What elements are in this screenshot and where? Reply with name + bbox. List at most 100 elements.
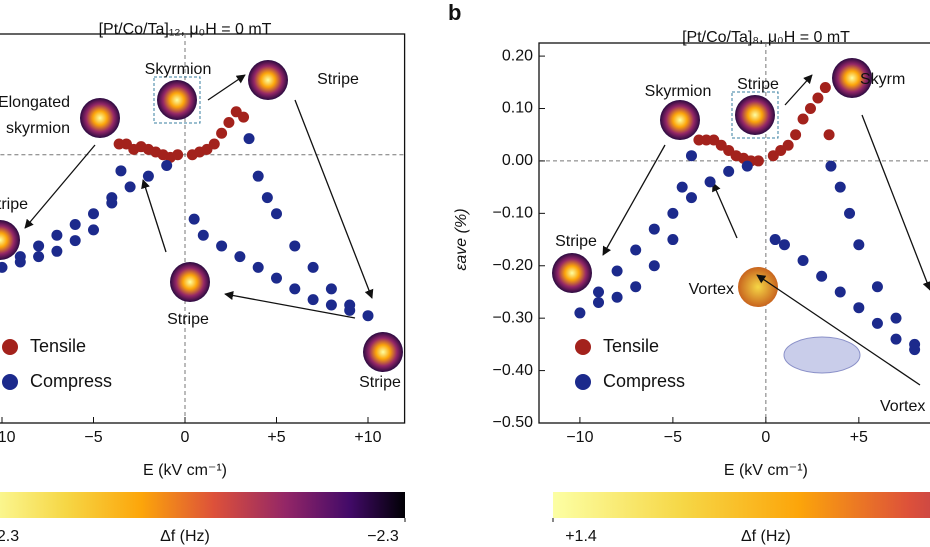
x-tick-label: +5 bbox=[850, 429, 868, 446]
data-point bbox=[909, 338, 921, 350]
plot-frame bbox=[538, 42, 930, 424]
data-point bbox=[741, 160, 753, 172]
mfm-image bbox=[170, 262, 210, 302]
data-point bbox=[819, 82, 831, 94]
arrow bbox=[712, 182, 738, 239]
data-point bbox=[252, 261, 264, 273]
data-point bbox=[33, 240, 45, 252]
data-point bbox=[325, 299, 337, 311]
data-point bbox=[289, 240, 301, 252]
x-tick-label: −5 bbox=[664, 429, 682, 446]
data-point bbox=[243, 133, 255, 145]
y-axis-label: εave (%) bbox=[453, 208, 470, 270]
data-point bbox=[14, 256, 26, 268]
colorbar-label: Δf (Hz) bbox=[160, 528, 210, 545]
data-point bbox=[667, 234, 679, 246]
data-point bbox=[676, 181, 688, 193]
data-point bbox=[769, 234, 781, 246]
data-point bbox=[197, 229, 209, 241]
legend-marker bbox=[2, 374, 18, 390]
data-point bbox=[593, 286, 605, 298]
mfm-image bbox=[832, 58, 872, 98]
x-axis-label: E (kV cm⁻¹) bbox=[143, 462, 227, 479]
data-point bbox=[574, 307, 586, 319]
mfm-image bbox=[660, 100, 700, 140]
legend-label: Tensile bbox=[603, 336, 659, 356]
y-tick-label: −0.30 bbox=[493, 309, 534, 326]
data-point bbox=[752, 155, 764, 167]
data-point bbox=[890, 312, 902, 324]
data-point bbox=[853, 239, 865, 251]
legend-label: Tensile bbox=[30, 336, 86, 356]
data-point bbox=[723, 165, 735, 177]
data-point bbox=[630, 244, 642, 256]
annotation: Skyrmion bbox=[645, 83, 712, 100]
colorbar-label: Δf (Hz) bbox=[741, 528, 791, 545]
data-point bbox=[812, 92, 824, 104]
data-point bbox=[593, 296, 605, 308]
data-point bbox=[890, 333, 902, 345]
mfm-image bbox=[738, 267, 778, 307]
data-point bbox=[685, 150, 697, 162]
colorbar-tick-label: 2.3 bbox=[0, 528, 19, 545]
data-point bbox=[234, 251, 246, 263]
data-point bbox=[667, 207, 679, 219]
data-point bbox=[823, 129, 835, 141]
data-point bbox=[271, 208, 282, 220]
y-tick-label: −0.20 bbox=[493, 257, 534, 274]
mfm-image bbox=[552, 253, 592, 293]
image-box bbox=[153, 76, 201, 124]
data-point bbox=[825, 160, 837, 172]
data-point bbox=[51, 245, 63, 257]
data-point bbox=[648, 223, 660, 235]
data-point bbox=[844, 207, 856, 219]
arrow bbox=[207, 74, 246, 101]
x-tick-label: 0 bbox=[761, 429, 770, 446]
data-point bbox=[685, 192, 697, 204]
x-tick-label: +5 bbox=[267, 429, 285, 446]
data-point bbox=[51, 229, 63, 241]
data-point bbox=[611, 291, 623, 303]
data-point bbox=[362, 310, 374, 322]
data-point bbox=[161, 159, 173, 171]
annotation: Vortex bbox=[689, 281, 734, 298]
data-point bbox=[289, 283, 301, 295]
colorbar-tick-label: −2.3 bbox=[367, 528, 399, 545]
data-point bbox=[0, 261, 8, 273]
mfm-image bbox=[157, 80, 197, 120]
data-point bbox=[782, 139, 794, 151]
annotation: Skyrm bbox=[860, 71, 905, 88]
y-tick-label: −0.10 bbox=[493, 205, 534, 222]
mfm-image bbox=[0, 220, 20, 260]
data-point bbox=[325, 283, 337, 295]
annotation: Stripe bbox=[317, 71, 359, 88]
data-point bbox=[611, 265, 623, 277]
annotation: Stripe bbox=[0, 196, 28, 213]
mfm-image bbox=[248, 60, 288, 100]
y-tick-label: 0.10 bbox=[502, 100, 533, 117]
data-point bbox=[216, 127, 228, 139]
vortex-disk bbox=[783, 336, 861, 374]
arrow bbox=[24, 144, 96, 229]
mfm-image bbox=[735, 95, 775, 135]
data-point bbox=[344, 299, 356, 311]
plot-frame bbox=[0, 33, 406, 424]
data-point bbox=[871, 281, 883, 293]
data-point bbox=[252, 170, 264, 182]
annotation: Elongated bbox=[0, 94, 70, 111]
annotation: Stripe bbox=[555, 233, 597, 250]
data-point bbox=[648, 260, 660, 272]
y-tick-label: 0.20 bbox=[502, 47, 533, 64]
data-point bbox=[871, 317, 883, 329]
legend-marker bbox=[2, 339, 18, 355]
legend-marker bbox=[575, 374, 591, 390]
annotation: Stripe bbox=[359, 374, 401, 391]
data-point bbox=[834, 181, 846, 193]
data-point bbox=[223, 117, 235, 129]
image-box bbox=[731, 91, 779, 139]
data-point bbox=[307, 294, 319, 306]
colorbar bbox=[0, 492, 405, 518]
x-tick-label: −5 bbox=[84, 429, 102, 446]
legend-label: Compress bbox=[30, 371, 112, 391]
arrow bbox=[602, 144, 666, 256]
